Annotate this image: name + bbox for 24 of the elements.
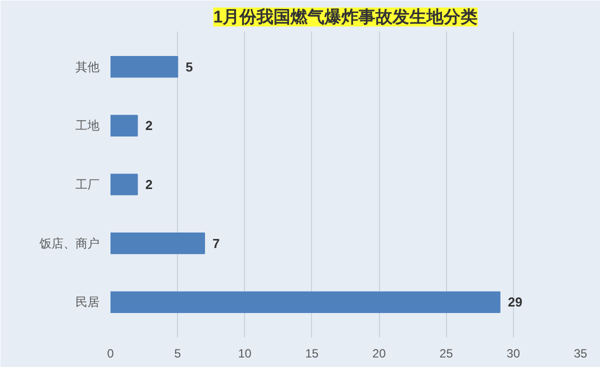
bar <box>110 232 205 254</box>
x-tick-label: 5 <box>174 346 182 360</box>
bar <box>110 291 500 313</box>
data-label: 7 <box>212 236 220 251</box>
y-tick-label: 工地 <box>76 118 100 133</box>
data-label: 2 <box>145 118 153 134</box>
bar <box>110 56 178 78</box>
x-tick-label: 0 <box>107 346 114 360</box>
bar <box>110 174 138 196</box>
y-tick-label: 饭店、商户 <box>38 236 100 250</box>
bar <box>110 114 138 136</box>
x-tick-label: 35 <box>574 346 588 360</box>
y-tick-label: 民居 <box>76 295 100 310</box>
x-tick-label: 25 <box>440 346 454 360</box>
x-tick-label: 15 <box>305 346 319 360</box>
data-label: 5 <box>186 59 193 74</box>
y-tick-label: 工厂 <box>76 178 100 192</box>
x-tick-label: 10 <box>238 346 252 360</box>
data-label: 2 <box>145 177 153 192</box>
x-tick-label: 30 <box>506 346 520 360</box>
data-label: 29 <box>508 294 522 310</box>
y-tick-label: 其他 <box>76 60 100 74</box>
x-tick-label: 20 <box>372 346 386 360</box>
chart-title: 1月份我国燃气爆炸事故发生地分类 <box>213 8 478 26</box>
